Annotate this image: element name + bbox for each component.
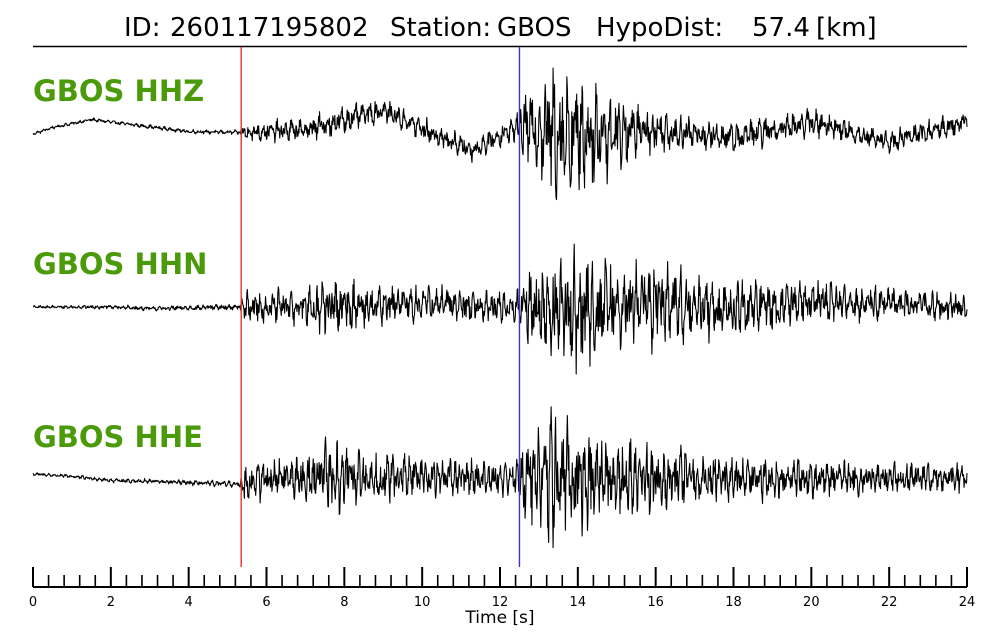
trace-hhe	[32, 406, 968, 549]
title-id-value: 260117195802	[170, 13, 369, 43]
chart-title: ID: 260117195802 Station: GBOS HypoDist:…	[124, 13, 877, 43]
picks-group	[240, 47, 521, 567]
title-station-value: GBOS	[497, 13, 572, 43]
title-hypodist-unit: [km]	[816, 13, 877, 43]
channel-label-hhn: GBOS HHN	[33, 247, 207, 281]
title-station-label: Station:	[390, 13, 491, 43]
x-tick-label: 12	[492, 595, 509, 610]
x-tick-label: 0	[29, 595, 37, 610]
time-axis: 0 2 4 6 8 10 12 14 16 18 20 22 24	[29, 567, 975, 610]
traces-group	[32, 67, 968, 549]
x-axis-label: Time [s]	[464, 608, 534, 628]
channel-label-hhz: GBOS HHZ	[33, 74, 204, 108]
trace-hhz	[32, 67, 968, 201]
x-tick-label: 16	[647, 595, 664, 610]
trace-hhn	[32, 243, 968, 375]
x-tick-label: 20	[803, 595, 820, 610]
x-tick-label: 24	[959, 595, 976, 610]
x-tick-label: 8	[340, 595, 348, 610]
x-tick-label: 10	[414, 595, 431, 610]
x-tick-label: 2	[107, 595, 115, 610]
channel-label-hhe: GBOS HHE	[33, 420, 203, 454]
x-tick-label: 22	[881, 595, 898, 610]
title-id-label: ID:	[124, 13, 160, 43]
x-tick-label: 6	[262, 595, 270, 610]
title-hypodist-label: HypoDist:	[596, 13, 723, 43]
x-tick-label: 14	[570, 595, 587, 610]
x-tick-label: 4	[185, 595, 193, 610]
x-tick-label: 18	[725, 595, 742, 610]
title-hypodist-value: 57.4	[752, 13, 810, 43]
